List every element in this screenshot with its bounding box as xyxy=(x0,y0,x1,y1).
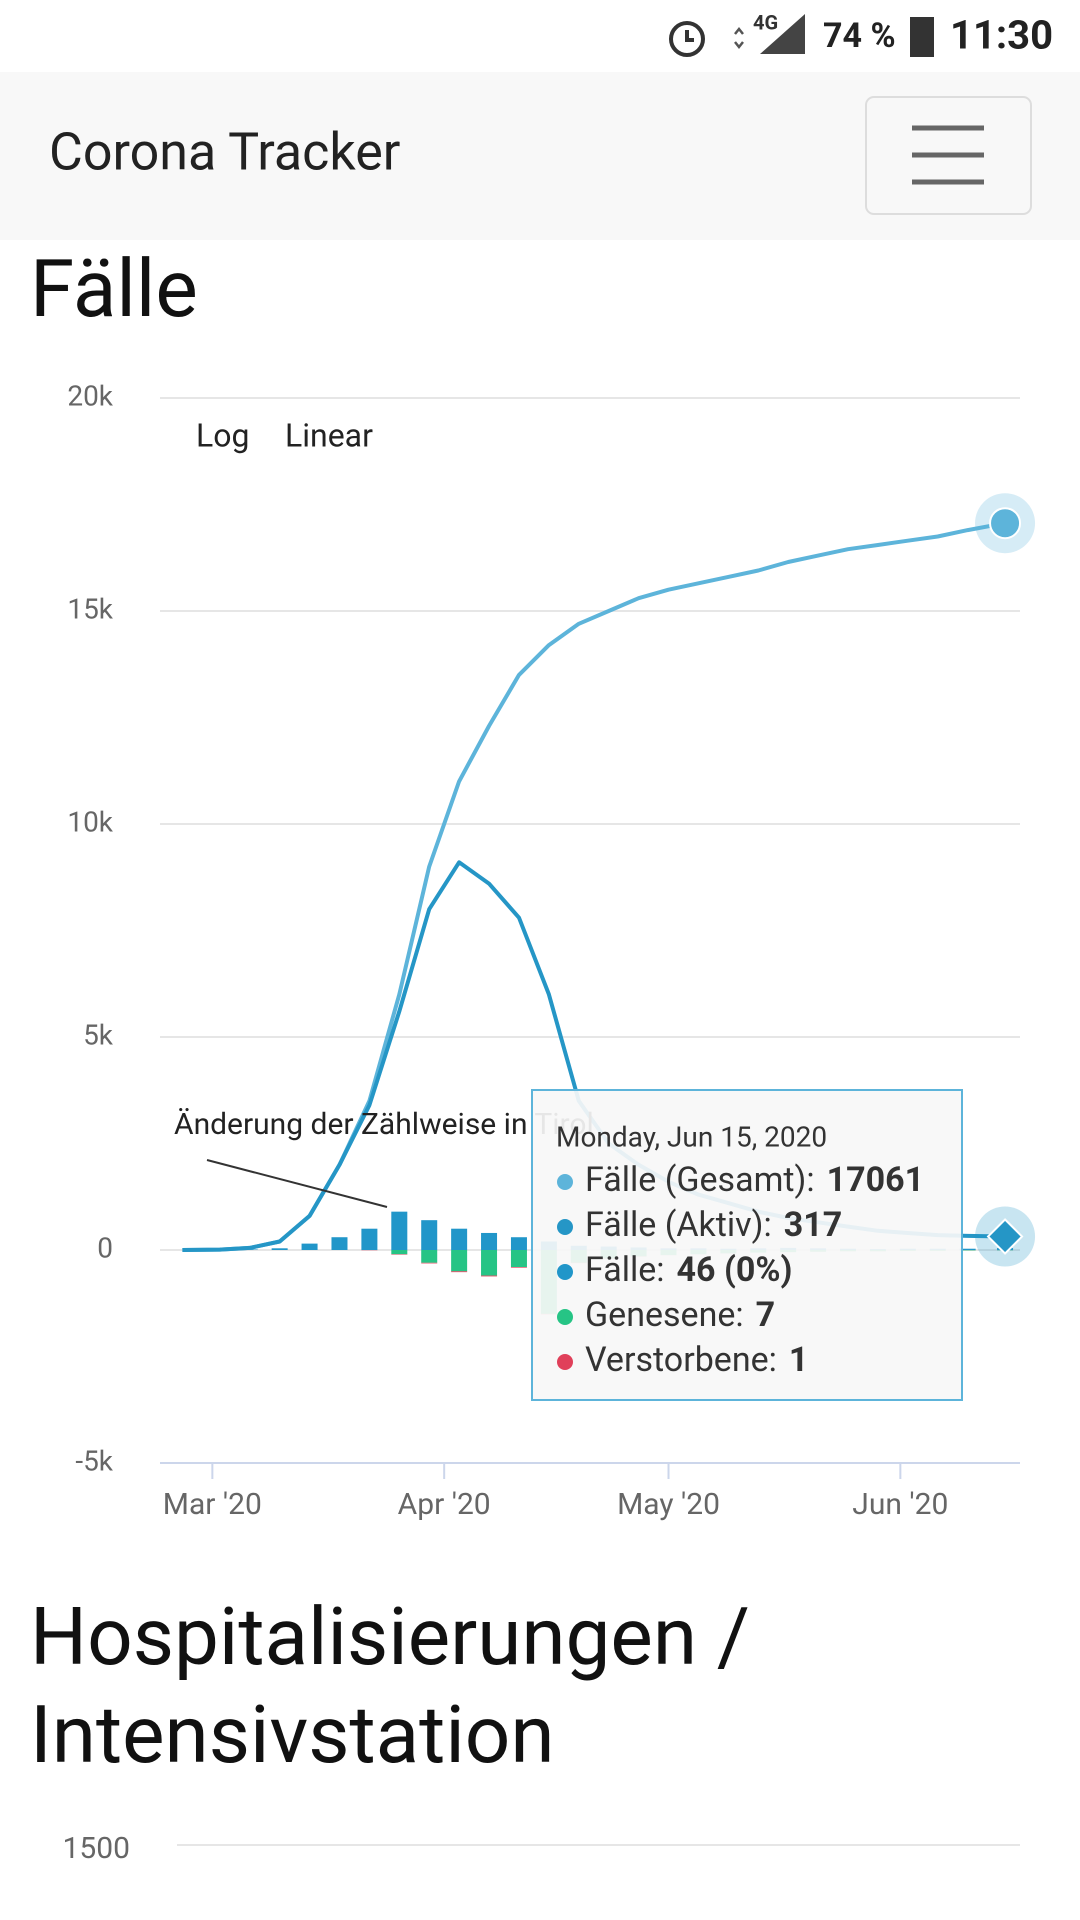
x-tick-label: Jun '20 xyxy=(852,1487,948,1522)
y-tick-label: 0 xyxy=(97,1231,113,1264)
tooltip-bullet xyxy=(557,1264,573,1280)
tooltip-row: Genesene: 7 xyxy=(585,1295,775,1335)
signal-icon xyxy=(760,14,805,54)
clock: 11:30 xyxy=(950,12,1053,59)
bar xyxy=(361,1228,378,1250)
menu-button[interactable] xyxy=(865,96,1032,215)
tooltip-bullet xyxy=(557,1354,573,1370)
y-tick-label: 15k xyxy=(67,592,113,625)
tooltip-label: Verstorbene: xyxy=(585,1340,777,1380)
tooltip-label: Fälle (Gesamt): xyxy=(585,1160,815,1200)
tooltip-row: Verstorbene: 1 xyxy=(585,1340,808,1380)
x-tick-label: May '20 xyxy=(617,1487,720,1522)
tooltip-row: Fälle: 46 (0%) xyxy=(585,1250,792,1290)
tooltip-label: Fälle (Aktiv): xyxy=(585,1205,772,1245)
status-bar xyxy=(0,0,1080,72)
bar xyxy=(421,1250,438,1263)
bar xyxy=(451,1250,468,1272)
tooltip-value: 1 xyxy=(789,1340,809,1380)
y-tick-label: 10k xyxy=(67,805,113,838)
navbar xyxy=(0,72,1080,240)
bar xyxy=(391,1211,408,1250)
y-tick-label: 1500 xyxy=(63,1831,130,1866)
bar xyxy=(331,1237,348,1250)
bar xyxy=(301,1243,318,1250)
tooltip-date: Monday, Jun 15, 2020 xyxy=(556,1120,827,1153)
bar xyxy=(510,1250,527,1268)
alarm-icon xyxy=(669,21,705,57)
section-title: Intensivstation xyxy=(30,1688,555,1782)
y-tick-label: -5k xyxy=(75,1444,113,1477)
x-tick-label: Apr '20 xyxy=(398,1487,491,1522)
bar xyxy=(481,1250,498,1276)
bar xyxy=(481,1232,498,1250)
tooltip-value: 46 (0%) xyxy=(677,1250,793,1290)
section-title: Fälle xyxy=(30,242,198,336)
tooltip-box xyxy=(531,1089,963,1401)
bar xyxy=(391,1250,408,1255)
tooltip-row: Fälle (Gesamt): 17061 xyxy=(585,1160,924,1200)
section-title: Hospitalisierungen / xyxy=(30,1590,750,1684)
navbar-title[interactable]: Corona Tracker xyxy=(49,122,400,183)
bar xyxy=(510,1267,527,1268)
tooltip-value: 317 xyxy=(784,1205,843,1245)
annotation-line xyxy=(206,1159,388,1208)
annotation: Änderung der Zählweise in Tirol xyxy=(174,1107,594,1142)
tooltip-bullet xyxy=(557,1174,573,1190)
tooltip-bullet xyxy=(557,1309,573,1325)
y-tick-label: 20k xyxy=(67,379,113,412)
battery-icon xyxy=(910,17,934,57)
tooltip-label: Genesene: xyxy=(585,1295,744,1335)
scale-button[interactable]: Log xyxy=(196,416,249,454)
bar xyxy=(451,1271,468,1273)
hover-marker xyxy=(986,1218,1024,1255)
tooltip-bullet xyxy=(557,1219,573,1235)
scale-button[interactable]: Linear xyxy=(285,416,373,454)
data-arrows xyxy=(734,26,744,50)
network-label: 4G xyxy=(753,10,778,34)
bar xyxy=(959,1248,976,1250)
bar xyxy=(421,1220,438,1250)
battery-text: 74 % xyxy=(823,16,896,56)
bar xyxy=(421,1262,438,1264)
tooltip-value: 7 xyxy=(756,1295,776,1335)
tooltip-row: Fälle (Aktiv): 317 xyxy=(585,1205,842,1245)
tooltip: Monday, Jun 15, 2020 Fälle (Gesamt): 1706… xyxy=(531,1089,963,1401)
tooltip-label: Fälle: xyxy=(585,1250,665,1290)
x-tick-label: Mar '20 xyxy=(163,1487,262,1522)
bar xyxy=(271,1248,288,1250)
bar xyxy=(510,1237,527,1250)
y-tick-label: 5k xyxy=(83,1018,114,1051)
bar xyxy=(451,1228,468,1250)
hover-marker xyxy=(989,507,1022,540)
bar xyxy=(481,1275,498,1277)
tooltip-value: 17061 xyxy=(827,1160,925,1200)
